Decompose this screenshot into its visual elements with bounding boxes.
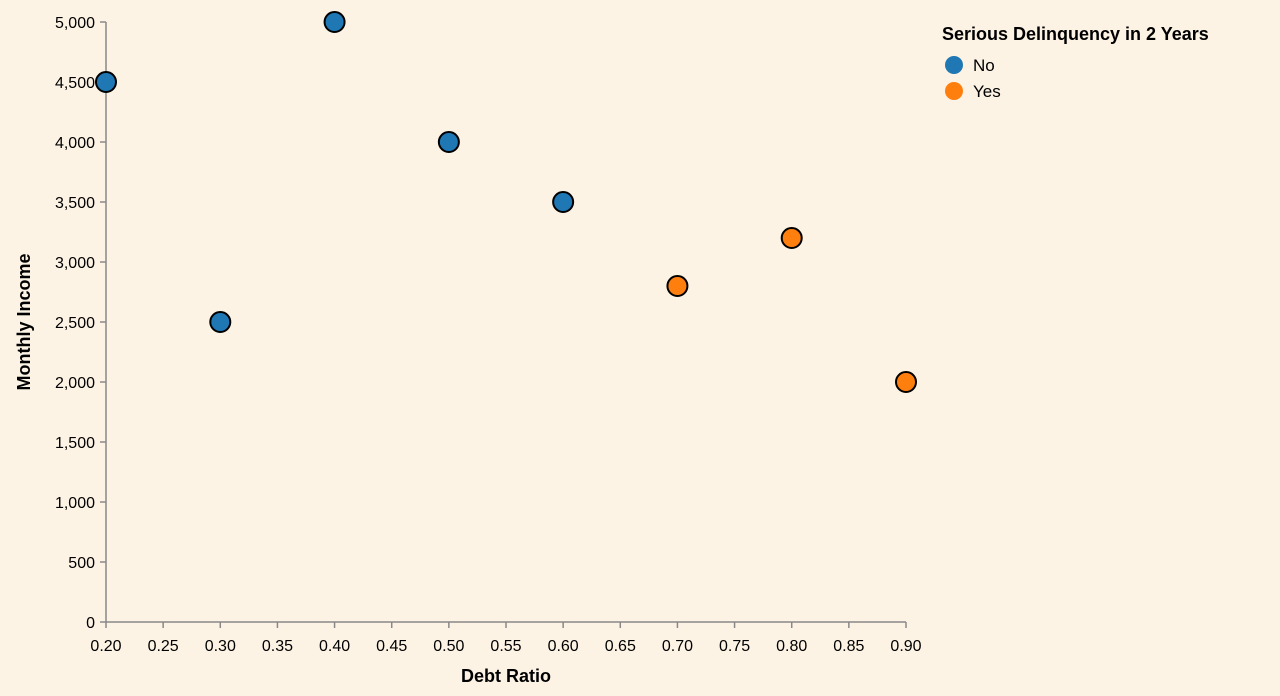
x-tick-label: 0.30 bbox=[205, 638, 236, 655]
x-tick-label: 0.20 bbox=[90, 638, 121, 655]
y-tick-label: 3,000 bbox=[55, 255, 95, 272]
y-tick-label: 1,500 bbox=[55, 435, 95, 452]
y-tick-label: 500 bbox=[68, 555, 95, 572]
legend-title: Serious Delinquency in 2 Years bbox=[942, 24, 1209, 44]
y-tick-label: 3,500 bbox=[55, 195, 95, 212]
x-tick-label: 0.55 bbox=[490, 638, 521, 655]
legend-swatch-no bbox=[945, 56, 963, 74]
x-tick-label: 0.65 bbox=[605, 638, 636, 655]
x-tick-label: 0.35 bbox=[262, 638, 293, 655]
data-point-no bbox=[437, 131, 460, 153]
x-tick-label: 0.50 bbox=[433, 638, 464, 655]
x-tick-label: 0.60 bbox=[548, 638, 579, 655]
data-point-no bbox=[323, 11, 346, 33]
x-tick-label: 0.75 bbox=[719, 638, 750, 655]
y-tick-label: 4,500 bbox=[55, 75, 95, 92]
legend-label-no: No bbox=[973, 56, 995, 75]
legend-swatch-yes bbox=[945, 82, 963, 100]
data-point-no bbox=[95, 71, 117, 93]
y-tick-label: 0 bbox=[86, 615, 95, 632]
data-point-yes bbox=[895, 371, 917, 393]
data-point-yes bbox=[666, 275, 689, 297]
x-axis-title: Debt Ratio bbox=[461, 666, 551, 686]
x-tick-label: 0.85 bbox=[833, 638, 864, 655]
y-tick-label: 5,000 bbox=[55, 15, 95, 32]
data-point-no bbox=[209, 311, 232, 333]
x-tick-label: 0.90 bbox=[890, 638, 921, 655]
x-tick-label: 0.40 bbox=[319, 638, 350, 655]
x-tick-label: 0.25 bbox=[148, 638, 179, 655]
x-tick-label: 0.45 bbox=[376, 638, 407, 655]
y-tick-label: 2,500 bbox=[55, 315, 95, 332]
axes: 0.20 0.25 0.30 0.35 0.40 0.45 0.50 0.55 0.60 0.65… bbox=[55, 15, 922, 655]
y-tick-label: 1,000 bbox=[55, 495, 95, 512]
y-tick-label: 2,000 bbox=[55, 375, 95, 392]
data-point-yes bbox=[780, 227, 803, 249]
legend-label-yes: Yes bbox=[973, 82, 1001, 101]
x-tick-label: 0.80 bbox=[776, 638, 807, 655]
y-axis-title: Monthly Income bbox=[14, 253, 34, 390]
y-tick-label: 4,000 bbox=[55, 135, 95, 152]
x-tick-label: 0.70 bbox=[662, 638, 693, 655]
data-point-no bbox=[552, 191, 575, 213]
legend: Serious Delinquency in 2 Years No Yes bbox=[942, 24, 1209, 101]
data-points bbox=[95, 11, 917, 393]
